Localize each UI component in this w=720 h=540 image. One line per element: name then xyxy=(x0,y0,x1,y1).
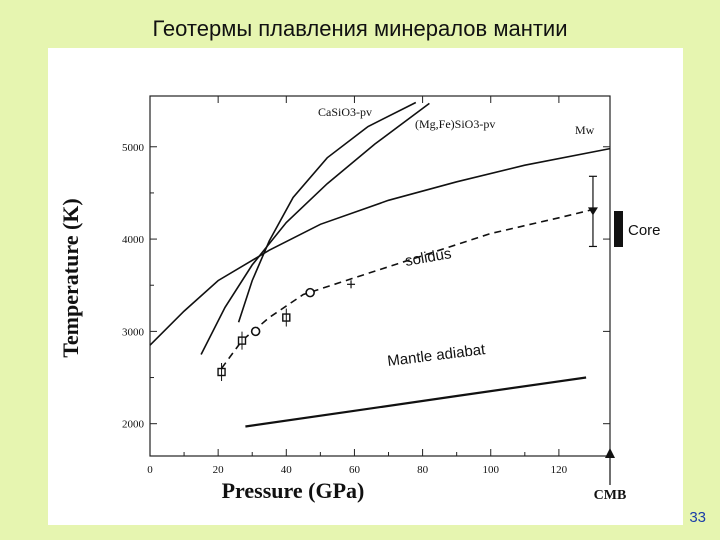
plot-frame xyxy=(149,95,611,457)
series-layer xyxy=(149,101,611,428)
core-bar xyxy=(614,211,623,247)
data-point-circle xyxy=(250,326,261,337)
x-tick-label: 80 xyxy=(417,464,429,476)
series-mg-fe-sio3-pv xyxy=(200,102,430,355)
y-tick-label: 4000 xyxy=(122,234,145,246)
markers-layer xyxy=(217,175,598,381)
series-label-solidus: solidus xyxy=(404,245,453,270)
data-point-circle xyxy=(305,287,315,298)
labels-layer: CaSiO3-pv (Mg,Fe)SiO3-pv Mw solidus Mantle a… xyxy=(318,105,595,370)
y-tick-label: 5000 xyxy=(122,142,145,154)
x-tick-label: 40 xyxy=(281,464,293,476)
data-point-triangle xyxy=(587,207,598,216)
cmb-arrowhead xyxy=(605,448,615,458)
series-label-mg-fe-sio3-pv: (Mg,Fe)SiO3-pv xyxy=(415,117,495,131)
y-tick-label: 3000 xyxy=(122,326,145,338)
series-mw xyxy=(149,147,611,346)
y-tick-label: 2000 xyxy=(122,419,145,431)
series-label-mantle-adiabat: Mantle adiabat xyxy=(386,341,487,370)
melting-curves-chart: 0 20 40 60 80 100 120 2000 3000 4000 5000 CaSiO3-p… xyxy=(58,95,661,503)
chart-figure: 0 20 40 60 80 100 120 2000 3000 4000 5000 CaSiO3-p… xyxy=(48,48,683,525)
series-mantle-adiabat xyxy=(245,376,587,428)
x-tick-label: 100 xyxy=(482,464,499,476)
series-label-casio3-pv: CaSiO3-pv xyxy=(318,105,372,119)
cmb-label: CMB xyxy=(594,488,627,503)
x-tick-label: 60 xyxy=(349,464,361,476)
y-axis-title: Temperature (K) xyxy=(58,198,83,357)
series-solidus xyxy=(220,208,594,369)
x-tick-label: 120 xyxy=(551,464,568,476)
series-label-mw: Mw xyxy=(575,123,595,137)
x-axis-title: Pressure (GPa) xyxy=(222,478,365,503)
x-tick-label: 20 xyxy=(213,464,225,476)
x-tick-label: 0 xyxy=(147,464,153,476)
series-casio3-pv xyxy=(237,101,417,323)
page-number: 33 xyxy=(689,509,706,526)
axes: 0 20 40 60 80 100 120 2000 3000 4000 5000 xyxy=(122,95,611,476)
slide-title: Геотермы плавления минералов мантии xyxy=(152,16,568,41)
core-label: Core xyxy=(628,222,661,239)
